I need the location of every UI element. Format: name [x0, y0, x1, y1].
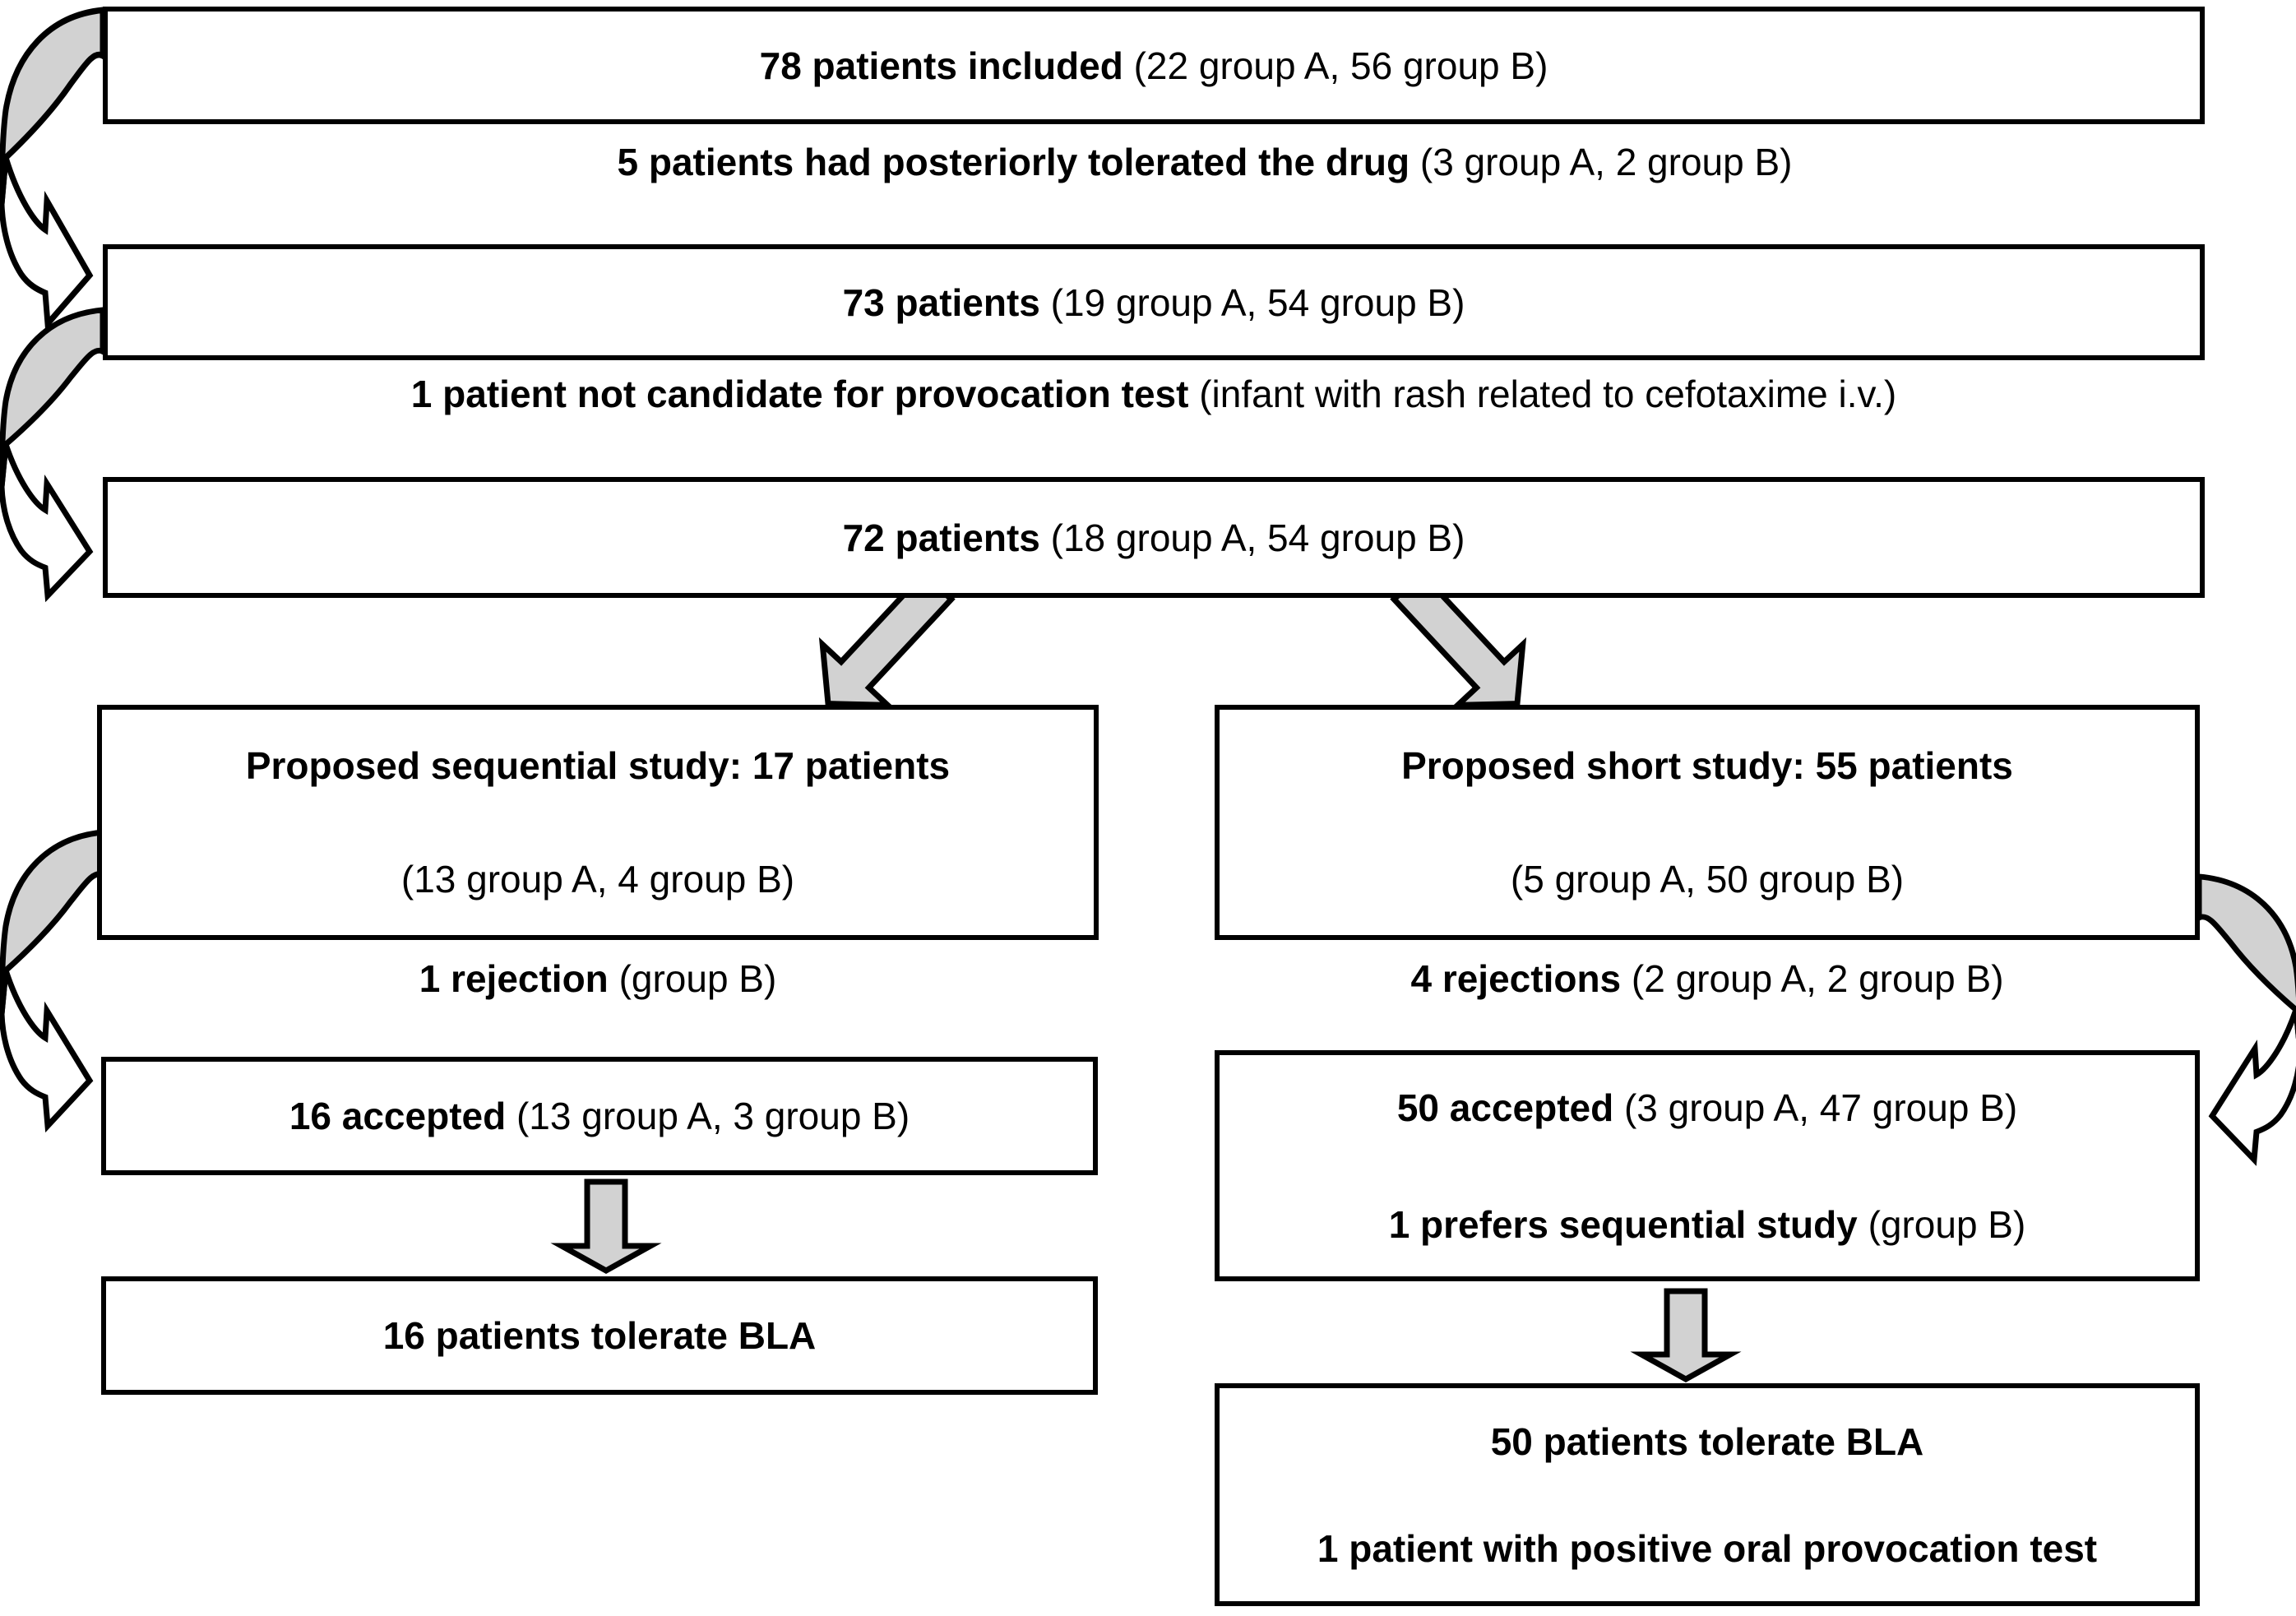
note-text: 5 patients had posteriorly tolerated the…: [617, 141, 1792, 183]
box-72-patients: 72 patients (18 group A, 54 group B): [103, 477, 2205, 598]
box-proposed-short-groups: (5 group A, 50 group B): [1510, 858, 1905, 901]
bold-text: 1 prefers sequential study: [1388, 1202, 1858, 1246]
note-text: 1 patient not candidate for provocation …: [411, 373, 1896, 415]
regular-text: (13 group A, 3 group B): [516, 1095, 910, 1137]
bold-text: 73 patients: [842, 280, 1040, 324]
box-73-text: 73 patients (19 group A, 54 group B): [843, 281, 1465, 324]
regular-text: (19 group A, 54 group B): [1050, 280, 1465, 324]
box-proposed-sequential-groups: (13 group A, 4 group B): [400, 858, 795, 901]
note-text: 4 rejections (2 group A, 2 group B): [1410, 957, 2003, 1000]
regular-text: (2 group A, 2 group B): [1631, 957, 2004, 1000]
box-78-text: 78 patients included (22 group A, 56 gro…: [760, 44, 1548, 87]
box-16-tolerate-bla: 16 patients tolerate BLA: [101, 1276, 1098, 1395]
note-rejection-sequential: 1 rejection (group B): [97, 956, 1099, 1002]
curved-arrow-short-to-accepted-icon: [2196, 873, 2296, 1166]
box-50-accepted: 50 accepted (3 group A, 47 group B) 1 pr…: [1215, 1050, 2200, 1281]
box-72-text: 72 patients (18 group A, 54 group B): [843, 516, 1465, 559]
box-proposed-short: Proposed short study: 55 patients (5 gro…: [1215, 705, 2200, 940]
box-50-accepted-line1: 50 accepted (3 group A, 47 group B): [1397, 1086, 2017, 1129]
bold-text: 1 rejection: [419, 957, 609, 1000]
box-16-tolerate-text: 16 patients tolerate BLA: [382, 1314, 817, 1357]
box-50-tolerate-line1: 50 patients tolerate BLA: [1490, 1419, 1924, 1463]
bold-text: 5 patients had posteriorly tolerated the…: [617, 141, 1410, 183]
bold-text: 4 rejections: [1410, 957, 1622, 1000]
note-text: 1 rejection (group B): [419, 957, 777, 1000]
regular-text: (group B): [1868, 1202, 2026, 1246]
diagonal-arrow-left-icon: [818, 569, 956, 709]
regular-text: (3 group A, 2 group B): [1419, 141, 1793, 183]
note-not-candidate: 1 patient not candidate for provocation …: [103, 370, 2205, 418]
box-50-tolerate-bla: 50 patients tolerate BLA 1 patient with …: [1215, 1383, 2200, 1606]
down-arrow-right-icon: [1630, 1288, 1742, 1383]
box-proposed-sequential-title: Proposed sequential study: 17 patients: [245, 744, 951, 787]
box-proposed-sequential: Proposed sequential study: 17 patients (…: [97, 705, 1099, 940]
regular-text: (3 group A, 47 group B): [1623, 1086, 2018, 1129]
regular-text: (infant with rash related to cefotaxime …: [1199, 373, 1897, 415]
down-arrow-left-icon: [550, 1178, 662, 1275]
regular-text: (18 group A, 54 group B): [1050, 516, 1465, 559]
bold-text: 78 patients included: [759, 44, 1123, 87]
box-50-tolerate-line2: 1 patient with positive oral provocation…: [1317, 1526, 2098, 1570]
box-proposed-short-title: Proposed short study: 55 patients: [1401, 744, 2013, 787]
note-posteriorly-tolerated: 5 patients had posteriorly tolerated the…: [154, 138, 2256, 186]
box-73-patients: 73 patients (19 group A, 54 group B): [103, 244, 2205, 360]
bold-text: 50 accepted: [1396, 1086, 1614, 1129]
regular-text: (group B): [618, 957, 777, 1000]
box-50-accepted-line2: 1 prefers sequential study (group B): [1389, 1203, 2026, 1246]
bold-text: 72 patients: [842, 516, 1040, 559]
bold-text: 1 patient not candidate for provocation …: [410, 373, 1189, 415]
note-rejections-short: 4 rejections (2 group A, 2 group B): [1215, 956, 2200, 1002]
regular-text: (22 group A, 56 group B): [1133, 44, 1548, 87]
bold-text: 16 accepted: [289, 1095, 507, 1137]
curved-arrow-78-to-73-icon: [0, 7, 106, 331]
box-16-accepted: 16 accepted (13 group A, 3 group B): [101, 1057, 1098, 1175]
box-16-accepted-text: 16 accepted (13 group A, 3 group B): [289, 1095, 910, 1137]
box-78-included: 78 patients included (22 group A, 56 gro…: [103, 7, 2205, 124]
curved-arrow-sequential-to-accepted-icon: [0, 829, 106, 1133]
curved-arrow-73-to-72-icon: [0, 307, 106, 603]
